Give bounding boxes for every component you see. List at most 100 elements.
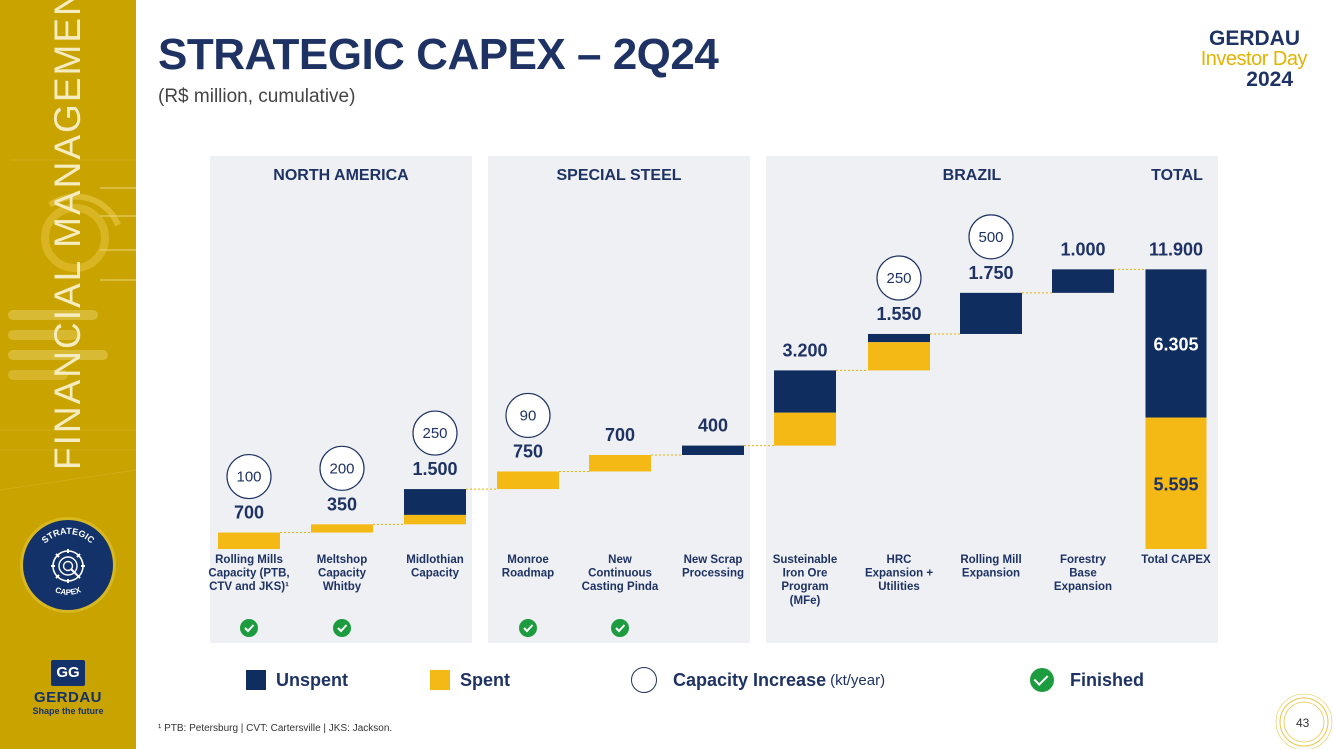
category-label: Forestry (1060, 554, 1107, 566)
capacity-value: 250 (886, 270, 911, 287)
bar-spent (404, 514, 466, 525)
sidebar-background-graphic (0, 159, 136, 491)
finished-check-icon (240, 619, 258, 637)
legend: Unspent Spent Capacity Increase (kt/year… (0, 660, 1333, 700)
category-label: New (608, 554, 632, 566)
bar-spent (589, 455, 651, 472)
group-header: SPECIAL STEEL (556, 167, 681, 184)
legend-swatch-spent (430, 670, 450, 690)
capacity-value: 90 (520, 407, 537, 424)
legend-label-capacity-unit: (kt/year) (830, 671, 886, 689)
category-label: Capacity (PTB, (208, 568, 289, 580)
capacity-circle (412, 410, 458, 456)
legend-item-capacity: Capacity Increase (kt/year) (631, 660, 885, 700)
capacity-value: 200 (329, 460, 354, 477)
legend-label-unspent: Unspent (276, 669, 348, 690)
footnote: ¹ PTB: Petersburg | CVT: Cartersville | … (158, 723, 393, 734)
bar-unspent (1145, 269, 1207, 418)
category-label: Roadmap (502, 568, 554, 580)
category-label: Casting Pinda (582, 581, 659, 593)
check-mark (337, 624, 348, 633)
investor-day-logo: GERDAU Investor Day 2024 (1190, 28, 1310, 90)
group-panel-0 (210, 156, 472, 643)
bar-unspent (404, 489, 466, 515)
group-header: TOTAL (1151, 167, 1203, 184)
sidebar: FINANCIAL MANAGEMENT (0, 0, 136, 749)
page-title: STRATEGIC CAPEX – 2Q24 (158, 30, 719, 79)
capacity-circle-icon (631, 667, 657, 693)
bar-spent (311, 524, 373, 533)
value-label: 700 (605, 425, 635, 445)
category-label: Base (1069, 568, 1097, 580)
legend-item-spent: Spent (430, 660, 510, 700)
brand-name: GERDAU (33, 689, 102, 706)
value-label: 11.900 (1149, 239, 1203, 259)
bar-spent (218, 532, 280, 549)
capacity-circle (968, 214, 1014, 260)
legend-label-capacity: Capacity Increase (673, 669, 827, 690)
category-label: Iron Ore (783, 568, 828, 580)
bar-unspent (960, 292, 1022, 334)
event-logo-line1: GERDAU (1208, 27, 1300, 50)
category-label: Meltshop (317, 554, 367, 566)
total-unspent-label: 6.305 (1153, 334, 1198, 354)
check-icon (1030, 668, 1054, 692)
finished-check-icon (519, 619, 537, 637)
capacity-value: 100 (236, 469, 261, 486)
value-label: 1.500 (412, 459, 457, 479)
capacity-value: 500 (978, 229, 1003, 246)
strategic-capex-badge: STRATEGIC CAPEX (20, 517, 116, 613)
category-label: (MFe) (790, 595, 821, 607)
category-label: Susteinable (773, 554, 838, 566)
category-label: Continuous (588, 568, 652, 580)
category-label: Program (781, 581, 828, 593)
capacity-circle (876, 255, 922, 301)
capacity-circle (226, 453, 272, 500)
value-label: 400 (698, 416, 728, 436)
bar-spent (497, 471, 559, 490)
total-spent-label: 5.595 (1153, 474, 1198, 494)
badge-text-bottom: CAPEX (54, 585, 83, 597)
capex-waterfall-chart: NORTH AMERICA SPECIAL STEEL BRAZIL TOTAL 700… (208, 156, 1218, 643)
value-label: 700 (234, 503, 264, 523)
category-label: Monroe (507, 554, 549, 566)
value-label: 750 (513, 441, 543, 461)
legend-label-finished: Finished (1070, 669, 1145, 690)
legend-label-spent: Spent (460, 669, 511, 690)
finished-check-icon (333, 619, 351, 637)
value-label: 350 (327, 494, 357, 514)
finished-check-icon (611, 619, 629, 637)
category-label: Expansion (1054, 581, 1112, 593)
bar-spent (1145, 417, 1207, 549)
category-label: Expansion (962, 568, 1020, 580)
bar-unspent (682, 445, 744, 455)
category-label: Midlothian (406, 554, 464, 566)
category-label: HRC (887, 554, 912, 566)
event-logo-line3: 2024 (1246, 68, 1293, 91)
gear-magnifier-icon: STRATEGIC CAPEX (40, 526, 97, 597)
legend-item-finished: Finished (1030, 660, 1144, 700)
bar-unspent (774, 370, 836, 413)
category-label: New Scrap (684, 554, 743, 566)
check-mark (615, 624, 626, 633)
capacity-circle (319, 445, 365, 491)
event-logo-line2: Investor Day (1200, 48, 1308, 70)
bar-spent (868, 342, 930, 371)
category-label: Utilities (878, 581, 920, 593)
page-number: 43 (1296, 716, 1310, 730)
value-label: 1.750 (968, 263, 1013, 283)
page-number-decoration (1275, 693, 1333, 749)
group-header: BRAZIL (943, 167, 1002, 184)
category-label: Whitby (323, 581, 362, 593)
category-label: Rolling Mill (960, 554, 1021, 566)
category-label: CTV and JKS)¹ (209, 581, 289, 593)
value-label: 3.200 (782, 340, 827, 360)
bar-spent (774, 412, 836, 446)
bar-unspent (868, 333, 930, 343)
brand-tagline: Shape the future (32, 706, 104, 716)
category-label: Processing (682, 568, 744, 580)
category-label: Capacity (411, 568, 460, 580)
group-header: NORTH AMERICA (273, 167, 409, 184)
capacity-circle (505, 392, 551, 439)
category-label: Expansion + (865, 568, 933, 580)
